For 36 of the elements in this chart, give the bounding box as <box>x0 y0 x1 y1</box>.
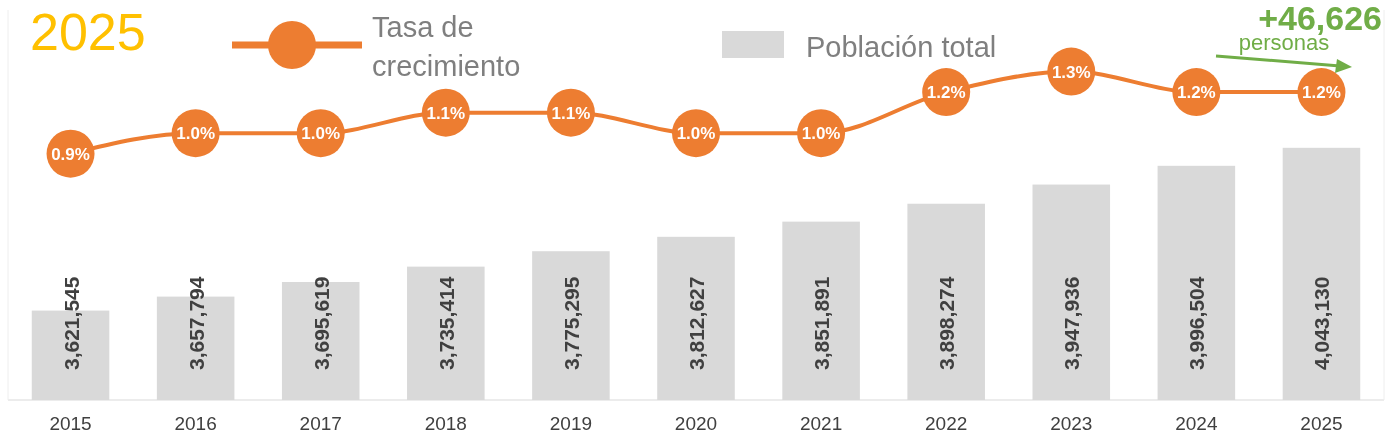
x-tick-label: 2022 <box>925 413 968 434</box>
data-label: 1.2% <box>1176 83 1216 103</box>
data-label: 1.0% <box>801 124 841 144</box>
data-label: 3,735,414 <box>434 276 458 370</box>
data-label: 1.0% <box>301 124 341 144</box>
data-label: 1.1% <box>426 103 466 123</box>
x-tick-label: 2016 <box>174 413 217 434</box>
data-label: 1.2% <box>1302 83 1341 103</box>
data-label: 1.0% <box>676 124 716 144</box>
data-label: 3,775,295 <box>559 276 583 370</box>
chart-title: 2025 <box>30 3 146 61</box>
data-label: 1.3% <box>1051 62 1091 82</box>
data-label: 3,621,545 <box>59 276 83 370</box>
data-label: 1.0% <box>176 124 216 144</box>
data-label: 3,657,794 <box>184 276 208 370</box>
x-tick-label: 2025 <box>1300 413 1343 434</box>
data-label: 3,851,891 <box>810 276 834 370</box>
x-tick-label: 2023 <box>1050 413 1093 434</box>
data-label: 3,996,504 <box>1185 276 1209 370</box>
data-label: 0.9% <box>51 144 90 164</box>
data-label: 1.2% <box>926 83 966 103</box>
data-label: 3,947,936 <box>1060 276 1084 370</box>
x-tick-label: 2017 <box>299 413 342 434</box>
data-label: 3,812,627 <box>685 276 708 370</box>
x-tick-label: 2018 <box>424 413 467 434</box>
data-label: 3,898,274 <box>935 276 959 370</box>
data-label: 1.1% <box>551 103 591 123</box>
x-tick-label: 2021 <box>799 413 843 434</box>
legend-label: Tasa de crecimiento <box>372 11 521 82</box>
x-tick-label: 2019 <box>549 413 593 434</box>
data-label: 3,695,619 <box>309 276 333 370</box>
x-tick-label: 2020 <box>674 413 718 434</box>
x-tick-label: 2015 <box>49 413 92 434</box>
legend-label: Población total <box>806 31 997 63</box>
x-tick-label: 2024 <box>1175 413 1218 434</box>
data-label: 4,043,130 <box>1310 276 1334 370</box>
